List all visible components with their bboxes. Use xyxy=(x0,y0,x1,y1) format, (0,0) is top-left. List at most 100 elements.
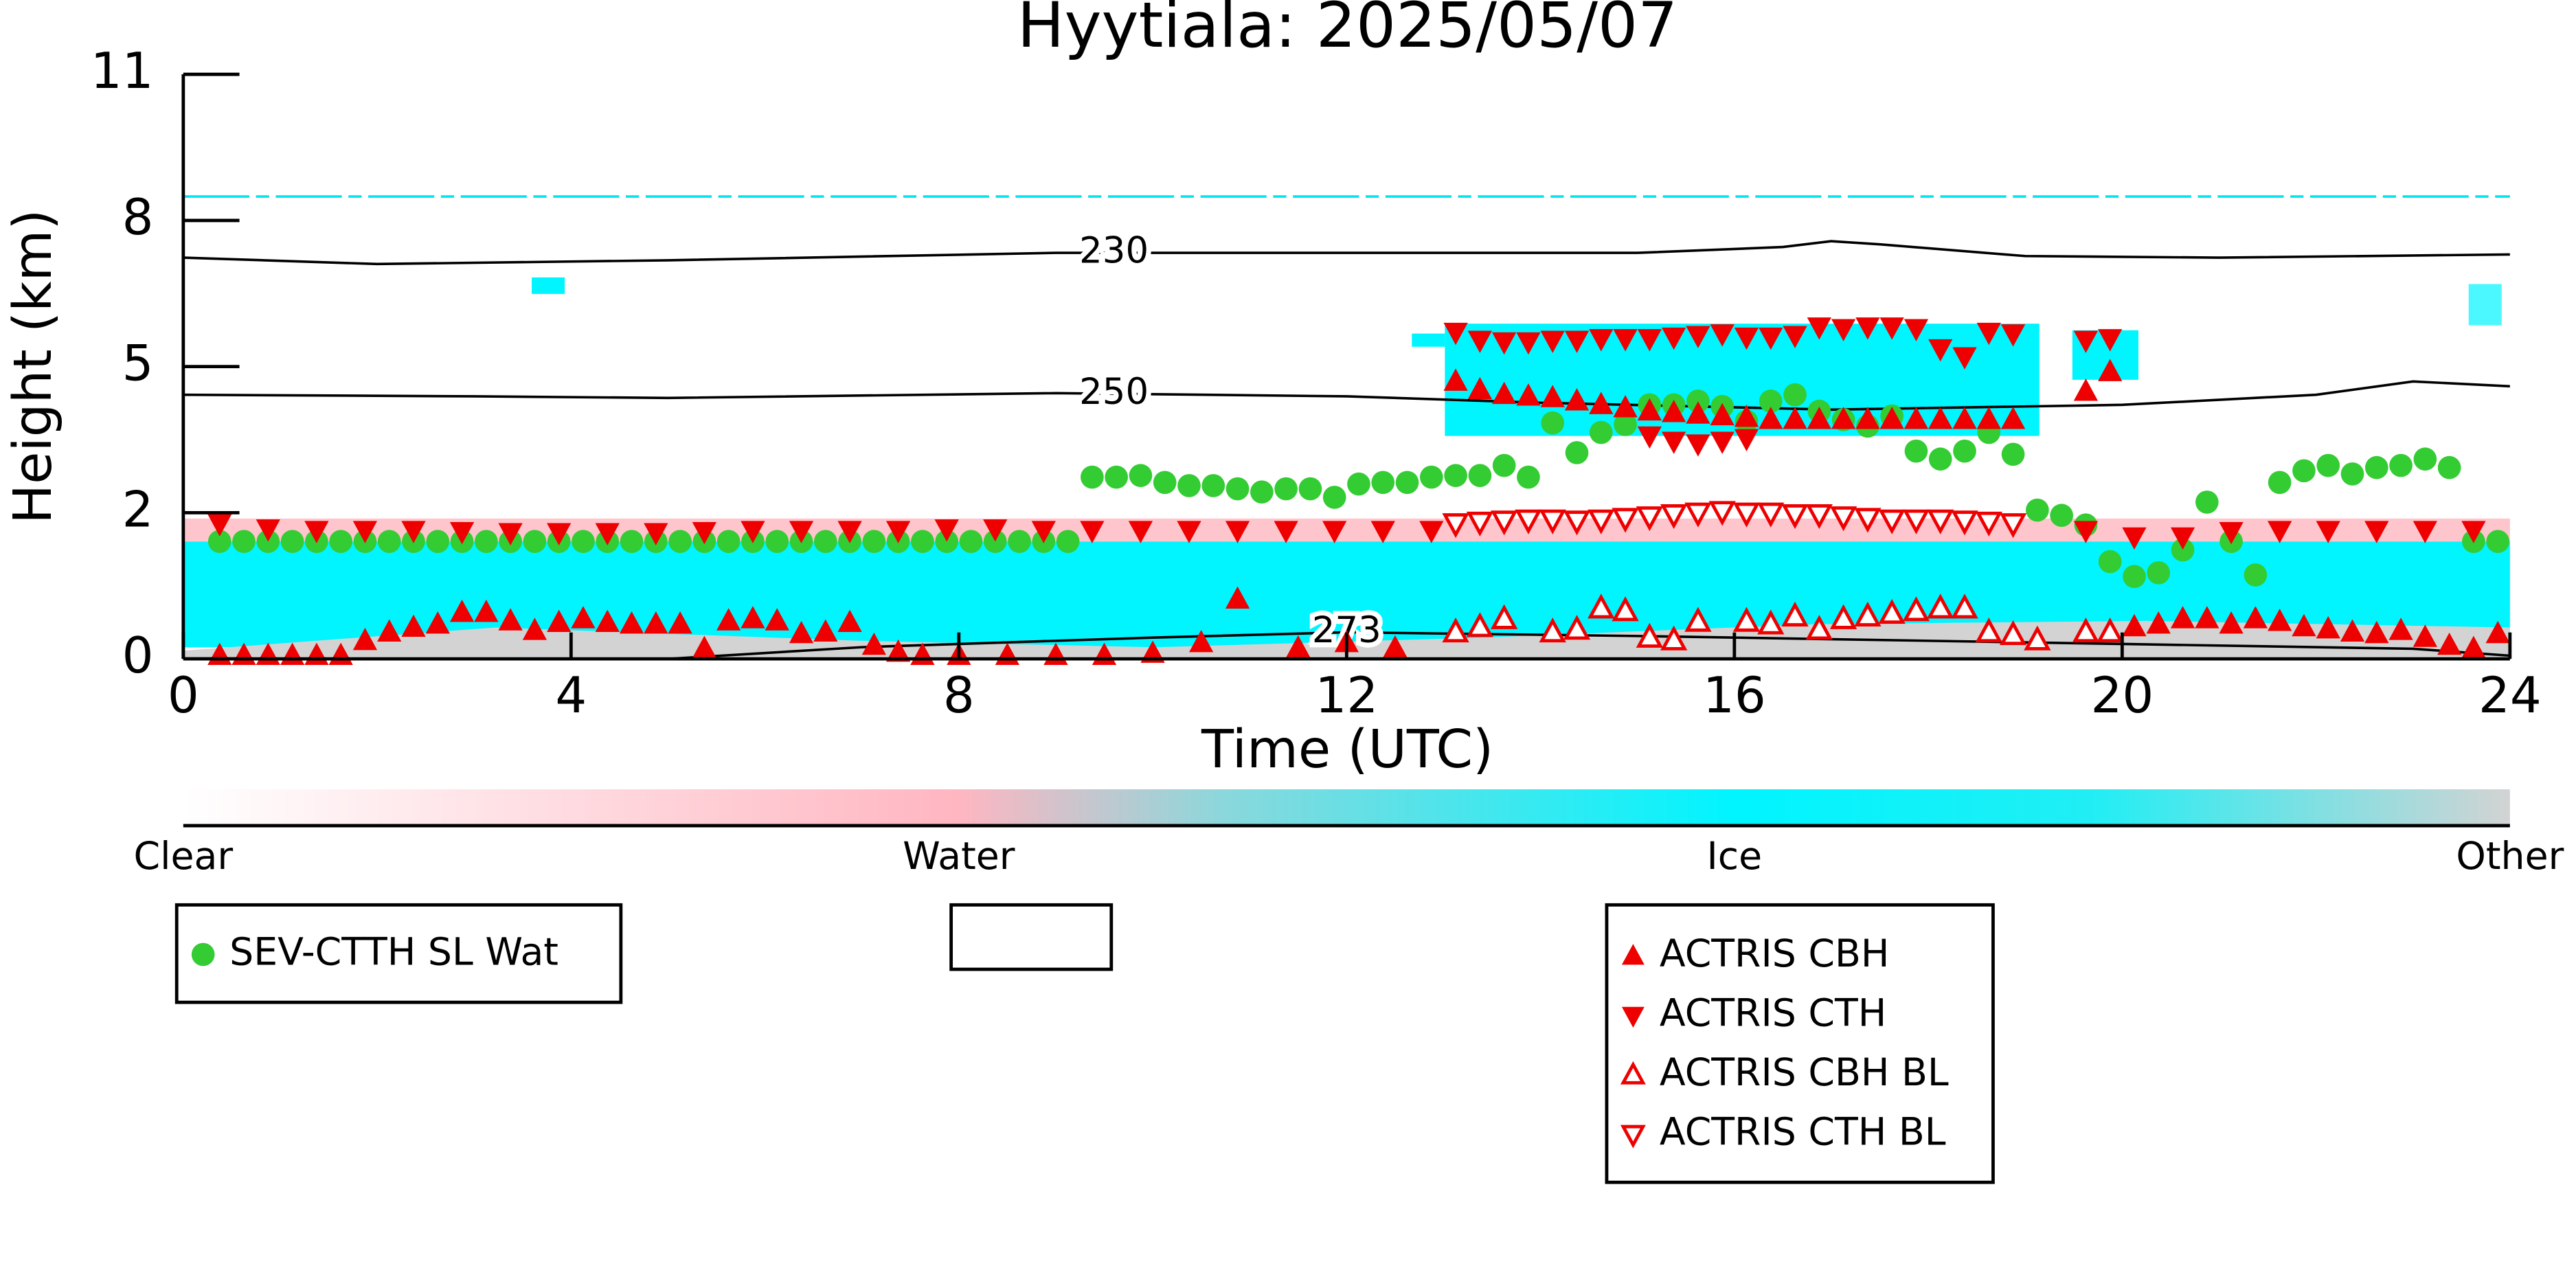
marker-triangle-down xyxy=(2073,521,2099,543)
marker-triangle-down xyxy=(449,521,475,545)
marker-circle xyxy=(1565,441,1589,464)
marker-triangle-down xyxy=(1686,326,1710,348)
marker-triangle-up xyxy=(595,609,620,633)
marker-triangle-up xyxy=(2195,606,2219,629)
marker-triangle-up xyxy=(1286,635,1311,658)
marker-triangle-down xyxy=(1620,1125,1646,1149)
marker-circle xyxy=(1541,411,1565,435)
marker-triangle-down xyxy=(1855,317,1880,340)
marker-triangle-down xyxy=(741,521,765,543)
marker-triangle-up xyxy=(2219,611,2244,634)
marker-circle xyxy=(765,530,789,553)
marker-circle xyxy=(813,530,837,553)
y-tick-label: 0 xyxy=(122,627,154,685)
marker-triangle-down xyxy=(1031,521,1056,543)
marker-triangle-up xyxy=(1952,407,1977,429)
marker-circle xyxy=(1153,471,1177,495)
legend-label: ACTRIS CTH BL xyxy=(1660,1111,1946,1155)
marker-triangle-up xyxy=(2000,407,2026,429)
y-tick-label: 5 xyxy=(122,335,154,393)
marker-triangle-up xyxy=(1612,596,1639,622)
marker-triangle-down xyxy=(1902,509,1930,534)
marker-circle xyxy=(475,530,498,553)
marker-triangle-down xyxy=(1080,521,1105,543)
marker-triangle-down xyxy=(2073,330,2099,353)
series xyxy=(207,317,2486,550)
marker-circle xyxy=(2171,538,2195,562)
marker-triangle-down xyxy=(352,521,378,543)
marker-triangle-up xyxy=(1781,601,1809,626)
marker-triangle-up xyxy=(813,619,838,642)
marker-triangle-down xyxy=(1177,521,1201,543)
marker-triangle-up xyxy=(1976,407,2001,429)
contour-line xyxy=(668,631,2510,660)
marker-circle xyxy=(1105,465,1128,489)
legend-box-empty xyxy=(949,903,1114,971)
marker-triangle-up xyxy=(1540,385,1565,407)
marker-circle xyxy=(2195,490,2219,514)
marker-triangle-down xyxy=(983,519,1008,542)
y-tick-label: 2 xyxy=(122,481,154,539)
marker-triangle-up xyxy=(1443,368,1468,391)
contour-label: 250 xyxy=(1079,371,1149,413)
y-tick-label: 8 xyxy=(122,189,154,247)
colorbar xyxy=(183,789,2510,826)
marker-triangle-up xyxy=(2364,620,2389,644)
marker-circle xyxy=(1783,383,1807,407)
marker-circle xyxy=(191,942,215,967)
marker-triangle-down xyxy=(2219,521,2244,545)
marker-triangle-up xyxy=(765,608,789,631)
marker-triangle-down xyxy=(1274,521,1298,543)
marker-triangle-up xyxy=(1492,381,1517,405)
marker-circle xyxy=(620,530,644,553)
marker-triangle-up xyxy=(425,611,450,634)
marker-triangle-up xyxy=(2024,625,2051,651)
marker-triangle-down xyxy=(1466,511,1494,536)
marker-circle xyxy=(426,530,450,553)
marker-triangle-up xyxy=(1620,1061,1646,1085)
marker-triangle-up xyxy=(1757,609,1785,635)
legend-label: ACTRIS CBH xyxy=(1660,932,1890,976)
legend: SEV-CTTH SL Wat ACTRIS CBH ACTRIS CTH ACTRI… xyxy=(191,931,1949,1155)
marker-triangle-down xyxy=(1805,504,1833,530)
x-tick-label: 4 xyxy=(555,667,587,725)
marker-triangle-down xyxy=(1710,324,1735,347)
marker-triangle-down xyxy=(1419,521,1444,543)
marker-triangle-up xyxy=(1975,618,2002,643)
marker-triangle-up xyxy=(2170,606,2195,629)
marker-triangle-down xyxy=(1928,339,1953,362)
marker-triangle-down xyxy=(1686,434,1710,457)
marker-triangle-down xyxy=(1976,322,2001,346)
series xyxy=(1442,501,2027,539)
marker-triangle-down xyxy=(2413,521,2438,543)
marker-triangle-up xyxy=(2340,619,2365,642)
marker-triangle-up xyxy=(2073,379,2099,401)
marker-triangle-down xyxy=(1128,521,1153,543)
marker-triangle-up xyxy=(1879,407,1904,429)
legend-box xyxy=(1605,903,1995,1184)
marker-triangle-down xyxy=(1734,327,1759,350)
marker-triangle-down xyxy=(256,519,280,542)
marker-triangle-up xyxy=(1490,604,1518,629)
marker-circle xyxy=(1686,389,1710,413)
marker-triangle-up xyxy=(2146,611,2171,634)
marker-triangle-down xyxy=(207,514,232,536)
marker-circle xyxy=(2486,530,2510,553)
x-tick-label: 20 xyxy=(2090,667,2154,725)
marker-triangle-up xyxy=(1613,395,1638,418)
marker-triangle-up xyxy=(1686,401,1710,424)
marker-triangle-up xyxy=(885,639,911,662)
marker-triangle-down xyxy=(1951,510,1978,536)
marker-triangle-up xyxy=(716,608,741,631)
marker-triangle-down xyxy=(2098,329,2123,352)
marker-triangle-up xyxy=(1588,594,1615,619)
marker-triangle-up xyxy=(2316,615,2340,639)
marker-triangle-up xyxy=(2292,613,2316,637)
marker-triangle-up xyxy=(1563,615,1591,640)
marker-triangle-up xyxy=(1829,604,1857,629)
marker-circle xyxy=(2364,455,2388,479)
marker-triangle-up xyxy=(401,614,426,637)
marker-triangle-down xyxy=(1927,509,1954,534)
marker-triangle-down xyxy=(1757,502,1785,528)
marker-circle xyxy=(1056,530,1080,553)
